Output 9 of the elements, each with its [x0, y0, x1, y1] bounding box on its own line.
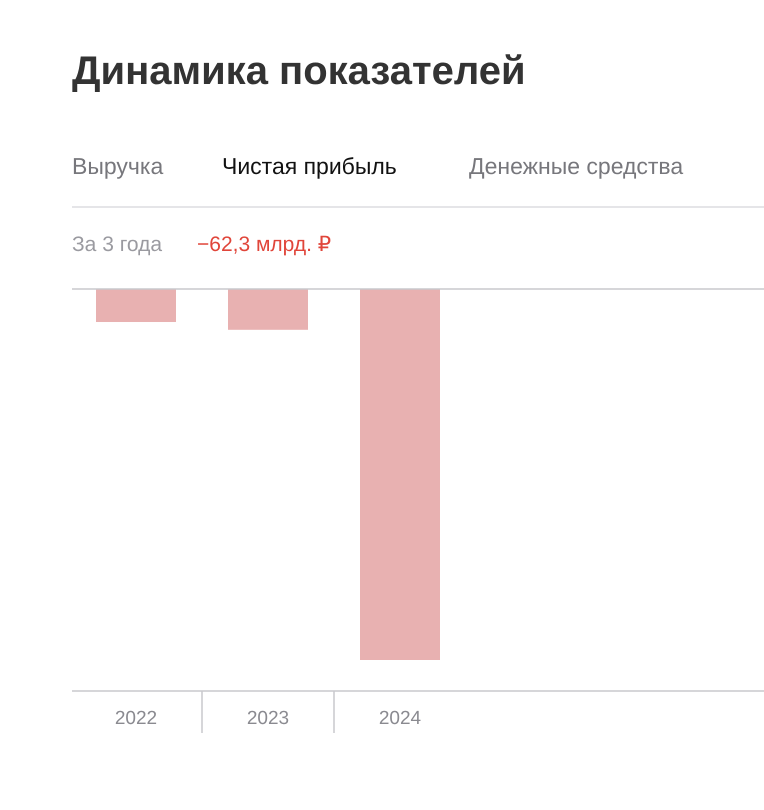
- x-tick-label: 2024: [378, 708, 422, 729]
- chart-title: Динамика показателей: [72, 49, 526, 93]
- text: Выручка: [72, 153, 164, 179]
- x-tick-label: 2023: [246, 708, 290, 729]
- x-tick-label: 2022: [114, 708, 158, 729]
- text: За 3 года: [72, 233, 162, 256]
- text: Чистая прибыль: [222, 153, 397, 179]
- text: Денежные средства: [469, 153, 684, 179]
- text: −62,3 млрд. ₽: [197, 233, 332, 256]
